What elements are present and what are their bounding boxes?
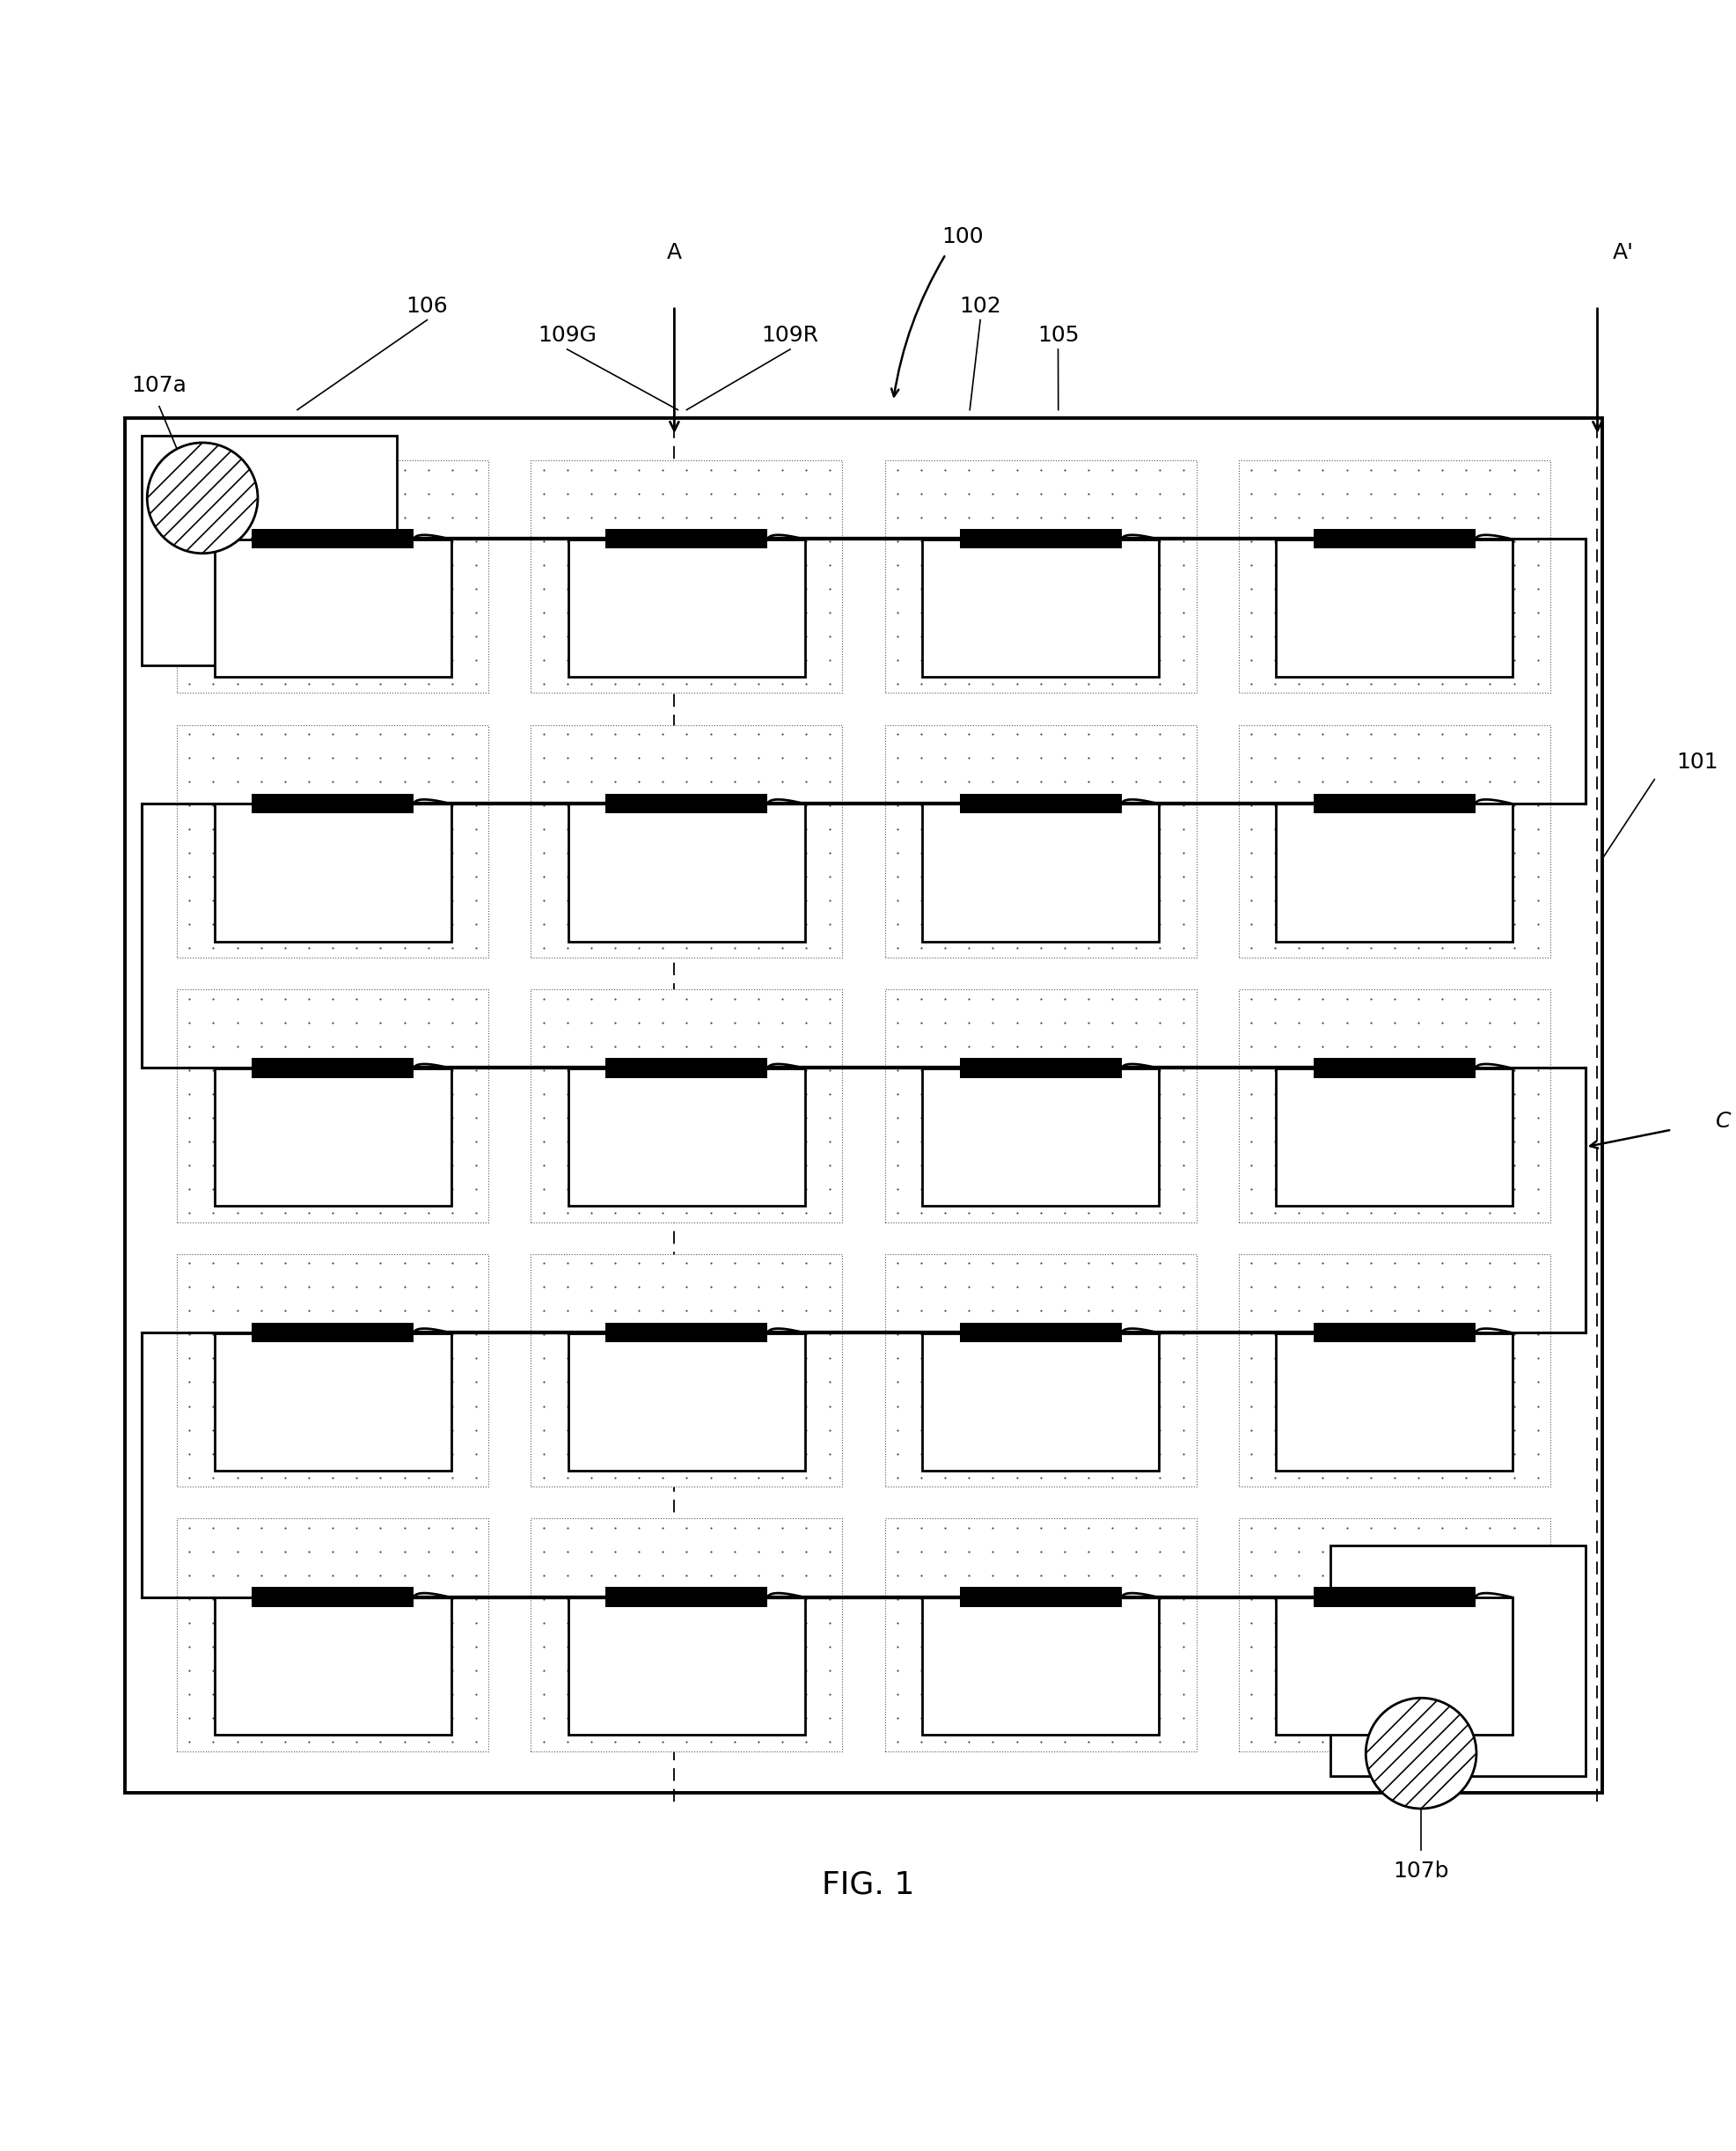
Bar (606, 1058, 767, 1078)
Bar (1238, 989, 1550, 1222)
Bar (1276, 804, 1512, 942)
Text: 102: 102 (958, 295, 1002, 316)
Bar (958, 529, 1121, 549)
Text: 109G: 109G (538, 325, 595, 346)
Text: 101: 101 (1675, 751, 1717, 772)
Text: 105: 105 (1036, 325, 1078, 346)
Text: 109R: 109R (760, 325, 818, 346)
Bar (531, 989, 842, 1222)
Bar (922, 804, 1158, 942)
Bar (568, 1598, 804, 1736)
Text: FIG. 1: FIG. 1 (821, 1869, 913, 1899)
Circle shape (148, 443, 257, 553)
Bar (177, 1519, 488, 1751)
Bar (531, 1519, 842, 1751)
Bar (958, 1587, 1121, 1607)
Text: A': A' (1613, 241, 1634, 262)
Bar (606, 1587, 767, 1607)
Bar (252, 529, 413, 549)
Bar (214, 1334, 451, 1471)
Bar (1276, 540, 1512, 678)
Bar (1330, 1547, 1585, 1777)
Bar (922, 1069, 1158, 1207)
Bar (1312, 1587, 1476, 1607)
Bar (177, 460, 488, 693)
Bar (252, 1323, 413, 1342)
Bar (252, 1058, 413, 1078)
Bar (531, 725, 842, 957)
Bar (1312, 794, 1476, 813)
Bar (142, 437, 396, 665)
Bar (922, 1598, 1158, 1736)
Bar (1238, 1254, 1550, 1486)
Bar (531, 1254, 842, 1486)
Bar (958, 1058, 1121, 1078)
Bar (125, 419, 1602, 1794)
Bar (884, 989, 1196, 1222)
Bar (884, 460, 1196, 693)
Bar (252, 1587, 413, 1607)
Bar (884, 725, 1196, 957)
Bar (568, 804, 804, 942)
Bar (606, 1323, 767, 1342)
Bar (214, 1069, 451, 1207)
Circle shape (1364, 1697, 1476, 1809)
Bar (884, 1519, 1196, 1751)
Bar (177, 1254, 488, 1486)
Bar (1238, 725, 1550, 957)
Bar (568, 1334, 804, 1471)
Bar (568, 1069, 804, 1207)
Bar (1238, 460, 1550, 693)
Bar (606, 794, 767, 813)
Bar (922, 540, 1158, 678)
Bar (1312, 529, 1476, 549)
Bar (1276, 1598, 1512, 1736)
Bar (214, 804, 451, 942)
Bar (606, 529, 767, 549)
Bar (1276, 1334, 1512, 1471)
Bar (214, 540, 451, 678)
Text: C: C (1715, 1110, 1731, 1131)
Bar (958, 794, 1121, 813)
Bar (958, 1323, 1121, 1342)
Bar (884, 1254, 1196, 1486)
Bar (1312, 1058, 1476, 1078)
Bar (177, 725, 488, 957)
Text: 100: 100 (941, 226, 984, 247)
Bar (1238, 1519, 1550, 1751)
Bar (531, 460, 842, 693)
Text: 107b: 107b (1392, 1861, 1448, 1882)
Text: 106: 106 (406, 295, 448, 316)
Bar (568, 540, 804, 678)
Bar (922, 1334, 1158, 1471)
Text: 107a: 107a (132, 374, 187, 396)
Bar (252, 794, 413, 813)
Bar (1312, 1323, 1476, 1342)
Bar (214, 1598, 451, 1736)
Bar (1276, 1069, 1512, 1207)
Text: A: A (667, 241, 682, 262)
Bar (177, 989, 488, 1222)
